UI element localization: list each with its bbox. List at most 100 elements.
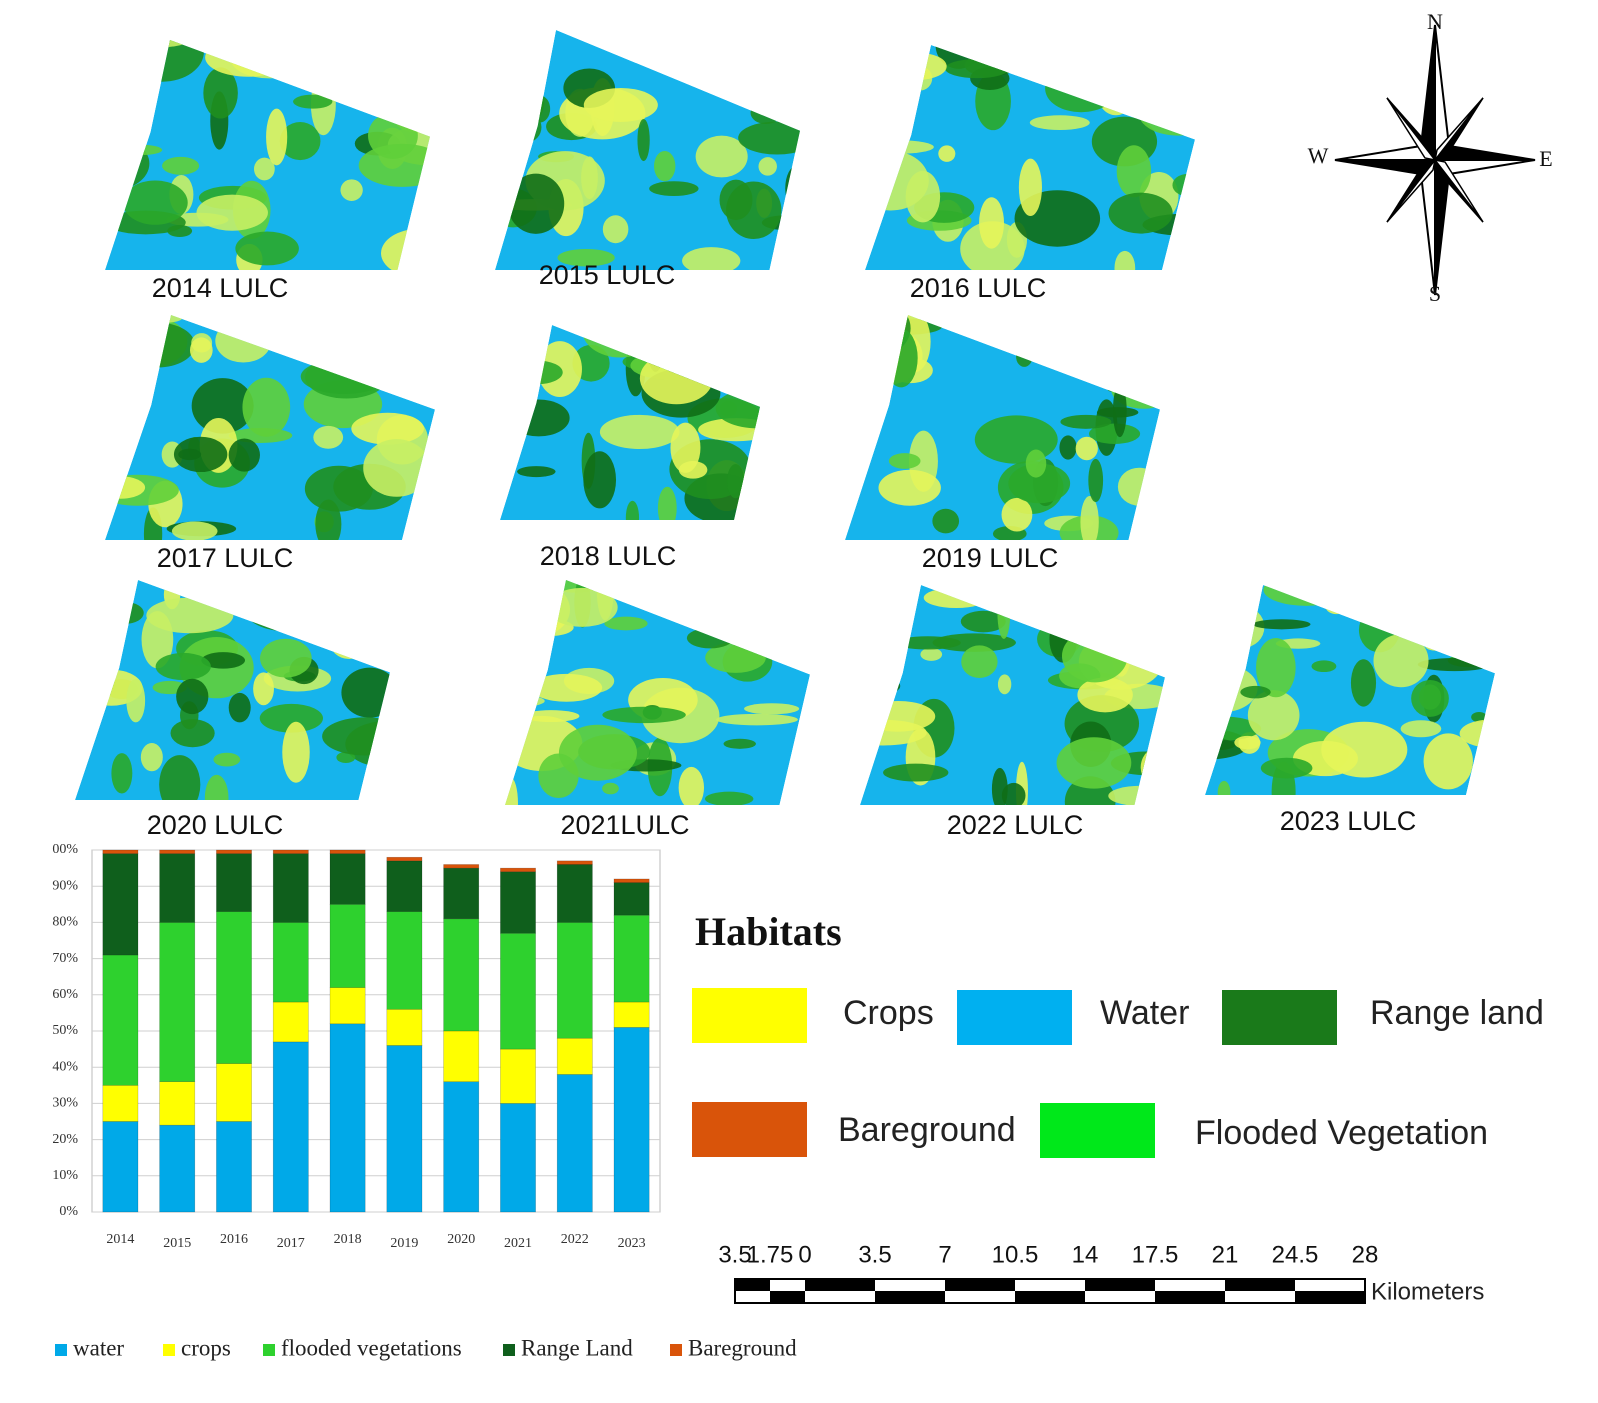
map-patch: [517, 466, 556, 478]
map-patch: [884, 328, 918, 388]
map-patch: [109, 315, 183, 325]
map-patch: [1187, 45, 1195, 60]
map-patch: [678, 766, 705, 805]
bar-segment: [102, 954, 139, 1086]
bar-segment: [500, 932, 536, 1050]
map-patch: [1234, 735, 1261, 750]
map-patch: [865, 56, 889, 93]
map-patch: [997, 587, 1011, 639]
map-patch: [1117, 467, 1160, 506]
map-patch: [1324, 593, 1349, 615]
x-tick-label: 2018: [334, 1232, 362, 1247]
map-patch: [248, 40, 283, 70]
habitat-swatch: [692, 1102, 807, 1157]
habitat-label: Range land: [1370, 994, 1544, 1032]
bar-segment: [272, 849, 309, 854]
x-tick-label: 2019: [390, 1236, 418, 1251]
map-patch: [727, 464, 745, 499]
map-patch: [1252, 619, 1311, 630]
map-patch: [1256, 638, 1296, 698]
map-patch: [171, 521, 218, 540]
bar-segment: [443, 864, 480, 869]
legend-label: water: [73, 1335, 124, 1360]
map-patch: [235, 231, 299, 266]
map-patch: [1172, 173, 1195, 197]
scale-segment: [770, 1279, 805, 1291]
bar-segment: [386, 1008, 423, 1046]
bar-segment: [102, 1121, 139, 1213]
map-patch: [726, 181, 782, 240]
map-patch: [260, 638, 312, 678]
map-patch: [637, 118, 650, 162]
map-patch: [1001, 782, 1026, 805]
map-label: 2022 LULC: [947, 810, 1084, 840]
map-patch: [529, 95, 551, 123]
map-patch: [507, 173, 565, 234]
map-patch: [304, 465, 373, 512]
bar-segment: [272, 922, 309, 1003]
map-patch: [112, 40, 156, 74]
scale-segment: [875, 1291, 945, 1303]
bar-segment: [443, 1030, 480, 1082]
map-patch: [665, 325, 678, 360]
scale-label: 7: [938, 1241, 951, 1268]
map-patch: [501, 34, 542, 93]
map-patch: [266, 108, 288, 166]
map-patch: [1247, 690, 1300, 741]
map-patch: [932, 633, 1016, 652]
map-patch: [583, 451, 617, 509]
map-patch: [418, 315, 435, 338]
bar-segment: [216, 911, 252, 1064]
lulc-map: [105, 40, 430, 270]
map-patch: [715, 388, 760, 429]
bar-segment: [159, 1124, 196, 1213]
map-patch: [1373, 634, 1429, 688]
map-patch: [763, 44, 800, 59]
scale-border: [734, 1278, 1366, 1304]
map-patch: [1029, 115, 1090, 131]
map-patch: [1448, 585, 1495, 619]
map-patch: [105, 476, 146, 499]
map-patch: [1471, 712, 1488, 723]
map-patch: [627, 325, 686, 340]
map-patch: [341, 667, 390, 718]
map-patch: [293, 94, 333, 109]
map-patch: [1025, 449, 1047, 478]
habitat-label: Bareground: [838, 1111, 1016, 1149]
map-label: 2018 LULC: [540, 541, 677, 571]
map-patch: [1018, 158, 1042, 216]
map-patch: [315, 499, 342, 540]
map-patch: [1088, 458, 1104, 503]
scale-unit: Kilometers: [1371, 1278, 1484, 1305]
habitat-swatch: [692, 988, 807, 1043]
scale-label: 1.75: [747, 1241, 794, 1268]
bar-segment: [272, 1001, 309, 1043]
bar-segment: [613, 882, 650, 916]
bar-segment: [159, 849, 196, 854]
map-patch: [864, 351, 901, 365]
bar-segment: [386, 911, 423, 1010]
map-patch: [860, 686, 881, 728]
map-patch: [631, 30, 673, 49]
map-patch: [755, 43, 768, 98]
map-patch: [189, 337, 213, 363]
map-patch: [602, 215, 629, 244]
lulc-map: [845, 315, 1160, 540]
bar-segment: [159, 1081, 196, 1126]
map-patch: [1059, 435, 1077, 460]
map-patch: [530, 673, 603, 702]
map-patch: [649, 181, 699, 197]
map-patch: [515, 386, 529, 427]
bar-segment: [386, 856, 423, 862]
bar-segment: [216, 849, 252, 854]
map-patch: [336, 751, 356, 764]
map-patch: [1116, 145, 1152, 198]
x-tick-label: 2014: [106, 1232, 134, 1247]
map-patch: [499, 80, 545, 126]
map-patch: [358, 143, 430, 187]
map-patch: [1061, 629, 1128, 683]
map-patch: [196, 194, 268, 231]
map-patch: [860, 621, 910, 634]
map-patch: [1364, 585, 1432, 609]
